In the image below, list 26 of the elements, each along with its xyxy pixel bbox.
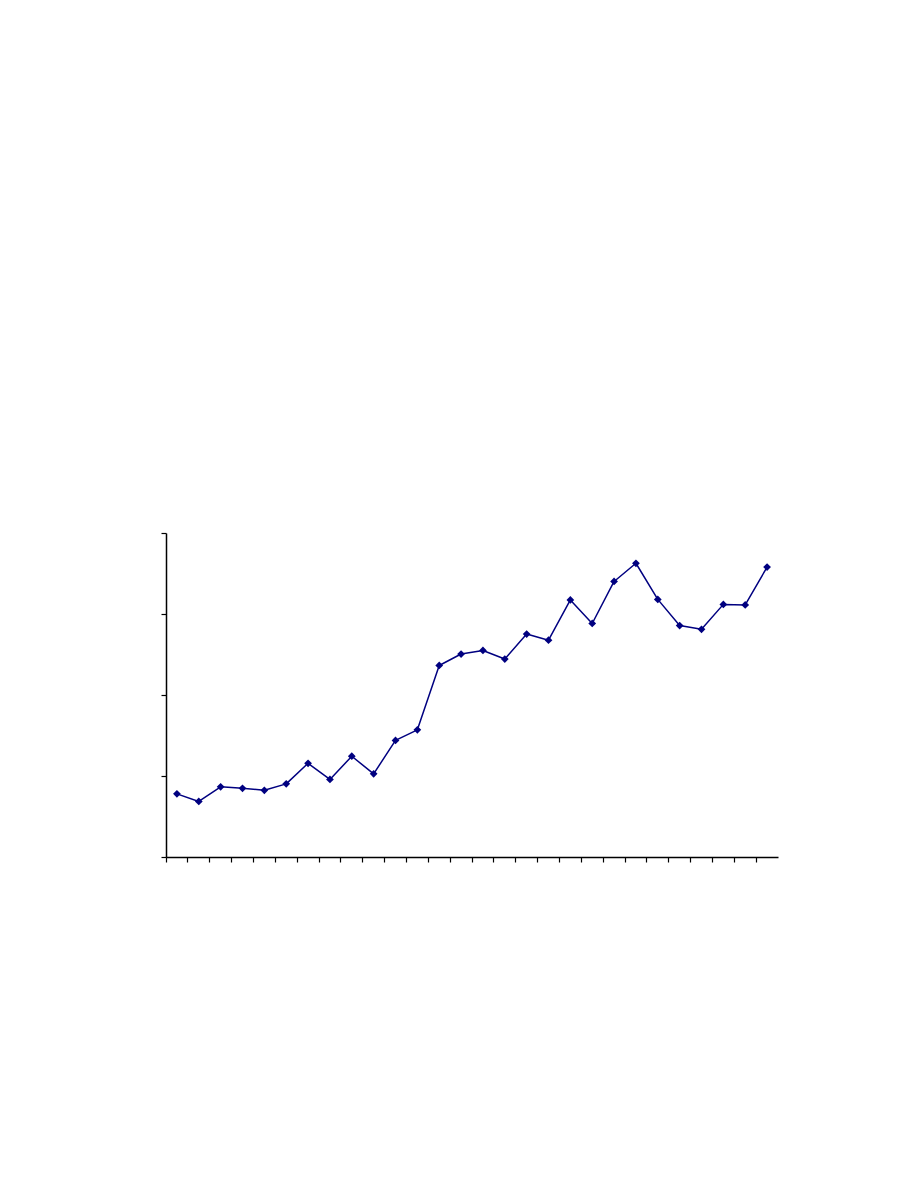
point	[741, 601, 750, 609]
point	[435, 661, 444, 670]
point	[632, 559, 640, 568]
point	[566, 596, 575, 604]
point	[610, 577, 618, 586]
point	[347, 752, 356, 761]
point	[194, 797, 203, 806]
point	[304, 759, 312, 768]
point	[500, 655, 509, 663]
point	[282, 779, 291, 788]
point	[216, 782, 225, 791]
point	[326, 775, 334, 784]
point	[369, 770, 378, 778]
point	[675, 621, 684, 630]
point	[260, 786, 269, 795]
point	[522, 630, 531, 638]
point	[719, 600, 728, 609]
point	[697, 625, 706, 634]
point	[588, 619, 597, 628]
point	[479, 646, 487, 655]
point	[238, 784, 247, 793]
point	[763, 563, 771, 571]
point	[413, 725, 422, 734]
point	[544, 636, 553, 645]
point	[173, 789, 181, 798]
point	[653, 595, 662, 604]
